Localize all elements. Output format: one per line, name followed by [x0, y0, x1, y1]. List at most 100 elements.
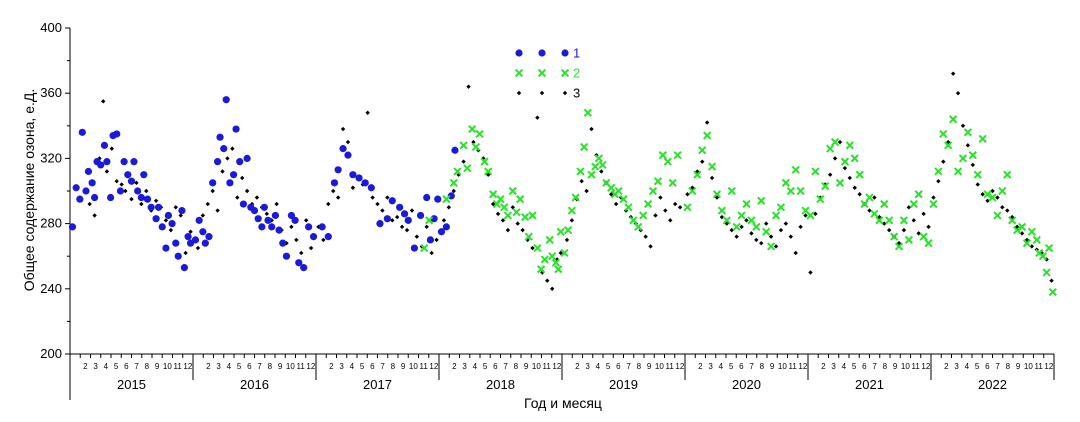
series-3-point — [331, 188, 336, 194]
cross-stroke — [806, 211, 815, 220]
month-tick-label: 2 — [821, 362, 826, 371]
series-3-point — [87, 201, 92, 207]
series-1-point — [88, 179, 96, 187]
cross-stroke — [880, 199, 889, 209]
legend-marker — [514, 68, 524, 78]
series-2-point — [524, 232, 533, 241]
y-axis-title: Общее содержание озона, е.Д. — [21, 89, 37, 292]
month-tick-label: 10 — [778, 362, 787, 371]
month-tick-label: 12 — [921, 362, 930, 371]
legend-marker — [515, 49, 523, 57]
cross-stroke — [698, 146, 707, 155]
cross-stroke — [607, 183, 616, 192]
series-3-point — [803, 213, 808, 218]
cross-stroke — [973, 170, 982, 179]
series-3-point — [754, 237, 759, 243]
series-2-point — [420, 243, 429, 253]
y-tick-label: 400 — [40, 20, 62, 35]
series-2-point — [1038, 252, 1048, 261]
cross-stroke — [463, 164, 472, 173]
cross-stroke — [727, 186, 736, 196]
series-2-point — [757, 196, 766, 205]
month-tick-label: 3 — [339, 362, 344, 371]
series-3-point — [134, 180, 139, 186]
series-3-point — [451, 188, 456, 194]
cross-stroke — [663, 157, 672, 166]
series-1-point — [442, 223, 450, 231]
series-1-point — [258, 223, 266, 231]
cross-stroke — [514, 68, 524, 78]
y-tick-label: 360 — [40, 85, 62, 100]
series-3-point — [540, 270, 545, 275]
series-3-point — [936, 179, 941, 184]
cross-stroke — [816, 195, 825, 204]
month-tick-label: 8 — [268, 362, 273, 371]
series-3-point — [535, 115, 540, 120]
legend-label: 3 — [573, 86, 580, 101]
series-2-point — [536, 265, 546, 274]
series-1-group — [68, 96, 459, 272]
series-1-point — [260, 203, 268, 211]
series-2-point — [583, 108, 592, 117]
cross-stroke — [520, 212, 530, 222]
month-tick-label: 2 — [575, 362, 580, 371]
series-2-point — [821, 182, 830, 191]
series-2-point — [968, 151, 977, 160]
series-2-point — [988, 193, 997, 202]
series-2-point — [737, 211, 746, 220]
cross-stroke — [533, 243, 542, 253]
series-2-point — [786, 186, 795, 196]
series-2-point — [973, 170, 982, 179]
series-1-point — [178, 206, 186, 215]
data-marks — [68, 71, 1057, 297]
series-3-point — [195, 245, 201, 251]
year-label: 2015 — [117, 377, 146, 392]
cross-stroke — [909, 199, 918, 209]
month-tick-label: 11 — [419, 362, 428, 371]
cross-stroke — [614, 186, 623, 196]
series-1-point — [199, 228, 207, 236]
series-2-point — [796, 186, 805, 196]
series-1-point — [168, 220, 176, 228]
series-1-point — [140, 171, 148, 179]
series-2-point — [668, 178, 677, 187]
series-2-point — [663, 157, 672, 166]
series-1-point — [396, 203, 404, 211]
series-2-point — [958, 154, 968, 163]
series-3-point — [1000, 205, 1005, 210]
series-3-point — [980, 192, 985, 197]
series-3-point — [424, 224, 429, 230]
series-2-point — [554, 265, 563, 274]
series-2-point — [742, 199, 751, 209]
cross-stroke — [717, 206, 727, 215]
series-2-point — [727, 186, 736, 196]
month-tick-label: 9 — [647, 362, 652, 371]
cross-stroke — [791, 165, 800, 174]
month-tick-label: 10 — [1024, 362, 1033, 371]
month-tick-label: 8 — [883, 362, 888, 371]
cross-stroke — [449, 178, 458, 187]
series-3-point — [970, 162, 976, 168]
series-3-point — [264, 211, 269, 217]
month-tick-label: 5 — [360, 362, 365, 371]
series-3-point — [225, 156, 230, 161]
series-2-point — [1017, 222, 1027, 231]
series-3-point — [916, 231, 921, 236]
series-1-point — [295, 259, 303, 267]
series-1-point — [201, 239, 209, 247]
series-1-point — [68, 223, 77, 231]
series-1-point — [72, 184, 80, 192]
series-1-point — [216, 133, 224, 141]
series-3-point — [284, 240, 289, 246]
series-3-point — [872, 195, 877, 200]
cross-stroke — [703, 131, 712, 140]
series-2-point — [703, 131, 712, 140]
series-3-point — [235, 195, 240, 200]
cross-stroke — [619, 195, 628, 204]
cross-stroke — [762, 227, 771, 236]
series-3-point — [985, 198, 990, 203]
legend-item-2: 2 — [514, 66, 580, 81]
series-2-point — [791, 165, 800, 174]
series-1-point — [349, 171, 357, 179]
series-2-point — [634, 222, 643, 231]
